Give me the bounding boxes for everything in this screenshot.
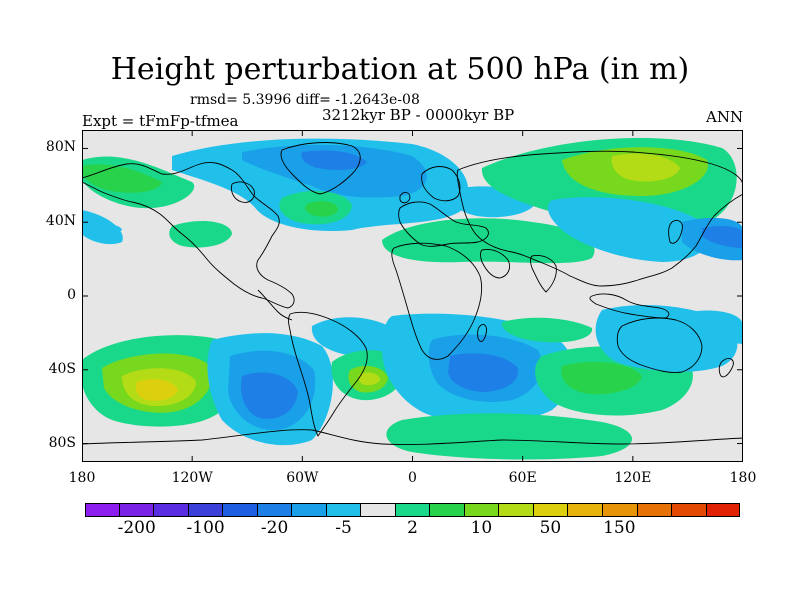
coastline-asia [456,150,743,287]
period-text: 3212kyr BP - 0000kyr BP [322,106,515,124]
colorbar [85,503,741,517]
coastline-british-isles [399,191,411,204]
coastline-australia [616,317,703,373]
lat-tick-label: 80S [48,434,76,451]
coastline-central-america [257,289,293,321]
coastline-hudson-bay [231,181,255,203]
coastline-layer [82,142,743,445]
contour-north-pacific-east-core [702,226,743,248]
lon-tick-label: 0 [408,470,417,486]
contour-australia-positive-inner [561,361,642,395]
colorbar-box [395,503,431,517]
contour-central-asia-negative [547,197,710,262]
colorbar-box [188,503,224,517]
contour-europe-positive [382,218,595,264]
colorbar-box [672,503,707,517]
coastline-madagascar [477,323,487,342]
colorbar-box [706,503,741,517]
colorbar-box [602,503,638,517]
coastline-north-america [82,161,295,309]
contour-southern-indian-negative-core [448,353,519,392]
lat-tick-label: 0 [67,287,76,303]
colorbar-box [154,503,189,517]
lon-tick-label: 120W [171,470,213,486]
map-plot [82,130,743,462]
colorbar-box [430,503,465,517]
lon-tick-label: 180 [68,470,96,486]
contour-north-atlantic-positive [169,220,232,248]
colorbar-box [568,503,603,517]
lon-tick-label: 120E [614,470,652,486]
colorbar-box [85,503,120,517]
colorbar-box [119,503,155,517]
contour-south-pacific-far-negative [672,310,743,344]
colorbar-box [292,503,327,517]
contour-arctic-negative-mid [242,144,427,198]
contour-south-pacific-core [135,379,178,401]
contour-east-indian-positive [501,317,593,343]
colorbar-box [257,503,293,517]
colorbar-box [361,503,396,517]
coastline-new-zealand [718,357,734,378]
colorbar-box [637,503,673,517]
colorbar-box [464,503,500,517]
contour-antarctic-positive [386,413,632,460]
lon-tick-label: 60W [286,470,319,486]
coastline-europe [398,201,489,247]
stats-text: rmsd= 5.3996 diff= -1.2643e-08 [190,92,420,108]
tick-marks [82,130,743,462]
colorbar-box [533,503,569,517]
colorbar-label: 10 [470,518,493,538]
colorbar-box [499,503,534,517]
contour-arctic-negative-core [301,150,367,170]
contour-indian-west-negative [82,221,122,236]
colorbar-box [326,503,362,517]
coastline-scandinavia [421,166,461,202]
colorbar-box [223,503,258,517]
colorbar-label: 150 [603,518,636,538]
coastline-africa [391,242,483,360]
lat-tick-label: 80N [45,139,76,156]
coastline-greenland [280,142,361,195]
colorbar-label: -100 [186,518,225,538]
lat-tick-label: 40S [48,360,76,377]
contour-south-atlantic-positive-core [358,372,380,386]
contour-fill-layer [82,137,743,460]
contour-siberia-core [611,153,680,182]
colorbar-label: -20 [260,518,289,538]
coastline-antarctica [82,429,743,445]
colorbar-label: 50 [539,518,562,538]
colorbar-label: -5 [335,518,352,538]
contour-southeast-pacific-negative-core [240,372,298,419]
chart-title: Height perturbation at 500 hPa (in m) [110,52,690,87]
experiment-label: Expt = tFmFp-tfmea [82,112,239,130]
contour-south-america-east-negative [311,317,402,358]
colorbar-label: 2 [407,518,418,538]
coastline-south-america [288,311,368,437]
contour-newfoundland-positive-inner [305,201,338,217]
coastline-japan [668,219,683,244]
coastline-arabia [480,249,511,279]
lat-tick-label: 40N [45,213,76,230]
map-panel [82,130,743,462]
lon-tick-label: 180 [729,470,757,486]
season-label: ANN [706,108,744,126]
lon-tick-label: 60E [508,470,537,486]
coastline-india [530,255,557,293]
colorbar-label: -200 [117,518,156,538]
